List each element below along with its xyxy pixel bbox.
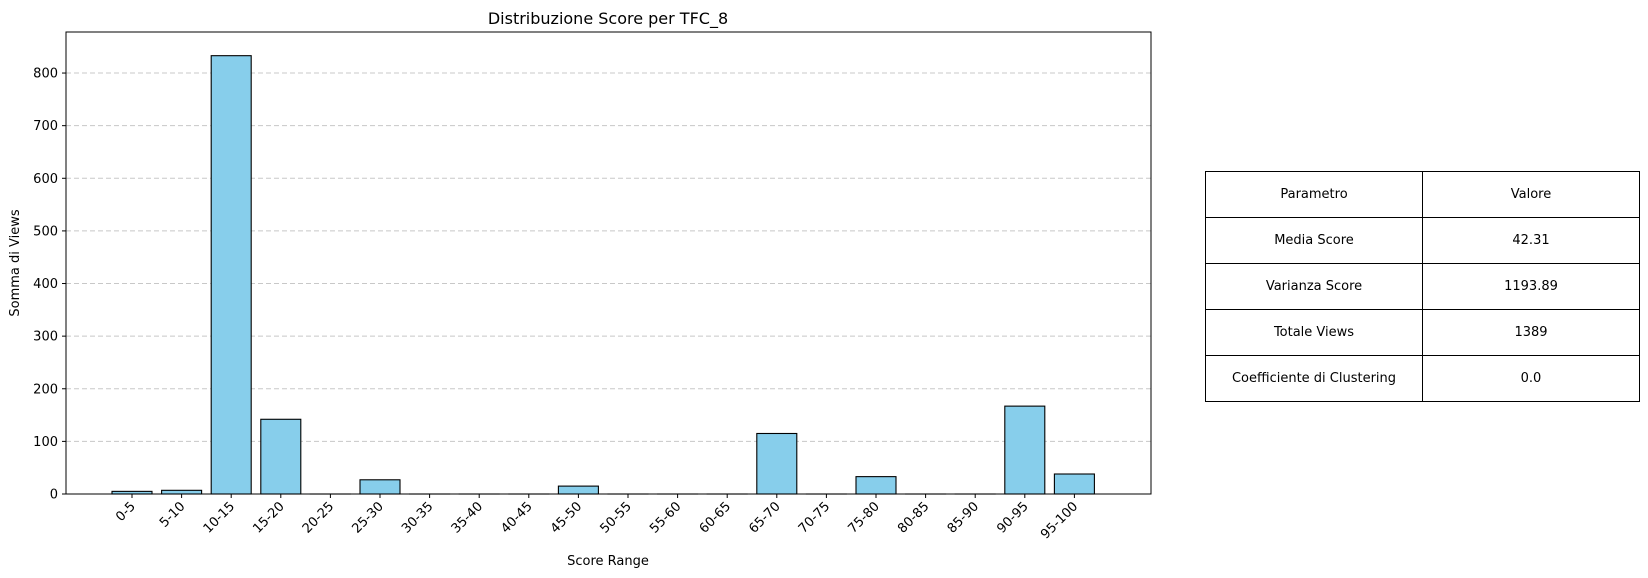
x-axis-label: Score Range xyxy=(567,554,649,569)
table-row: Varianza Score 1193.89 xyxy=(1205,263,1640,310)
y-tick-label: 800 xyxy=(33,67,58,82)
value-cell: 42.31 xyxy=(1422,217,1640,264)
x-tick-label: 25-30 xyxy=(350,499,387,536)
x-tick-label: 5-10 xyxy=(157,499,188,530)
x-tick-label: 75-80 xyxy=(846,499,883,536)
y-tick-label: 500 xyxy=(33,224,58,239)
x-tick-label: 85-90 xyxy=(945,499,982,536)
x-tick-label: 50-55 xyxy=(598,499,635,536)
y-tick-label: 200 xyxy=(33,382,58,397)
bar xyxy=(756,432,798,495)
param-cell: Totale Views xyxy=(1205,309,1423,356)
table-header-row: Parametro Valore xyxy=(1205,171,1640,218)
chart-title: Distribuzione Score per TFC_8 xyxy=(488,9,728,29)
y-tick-label: 700 xyxy=(33,119,58,134)
x-tick-label: 15-20 xyxy=(250,499,287,536)
y-tick-label: 0 xyxy=(50,488,58,503)
bars xyxy=(111,55,1095,495)
x-tick-label: 35-40 xyxy=(449,499,486,536)
x-tick-label: 10-15 xyxy=(201,499,238,536)
x-tick-label: 90-95 xyxy=(994,499,1031,536)
y-tick-label: 300 xyxy=(33,330,58,345)
bar xyxy=(1053,473,1095,495)
x-tick-label: 80-85 xyxy=(895,499,932,536)
param-cell: Varianza Score xyxy=(1205,263,1423,310)
header-value-cell: Valore xyxy=(1422,171,1640,218)
value-cell: 1389 xyxy=(1422,309,1640,356)
x-tick-label: 95-100 xyxy=(1038,499,1081,542)
table-row: Media Score 42.31 xyxy=(1205,217,1640,264)
bar xyxy=(1004,405,1046,495)
y-axis: 0 100 200 300 400 500 600 700 800 xyxy=(33,67,66,503)
bar xyxy=(161,489,203,495)
bar-chart: Distribuzione Score per TFC_8 0 100 200 300… xyxy=(8,9,1152,569)
x-tick-label: 45-50 xyxy=(548,499,585,536)
x-tick-label: 60-65 xyxy=(697,499,734,536)
value-cell: 1193.89 xyxy=(1422,263,1640,310)
x-tick-label: 70-75 xyxy=(796,499,833,536)
plot-frame xyxy=(65,31,1152,495)
value-cell: 0.0 xyxy=(1422,355,1640,402)
x-tick-label: 20-25 xyxy=(300,499,337,536)
header-param-cell: Parametro xyxy=(1205,171,1423,218)
param-cell: Coefficiente di Clustering xyxy=(1205,355,1423,402)
bar xyxy=(359,479,401,495)
table-row: Coefficiente di Clustering 0.0 xyxy=(1205,355,1640,402)
x-tick-label: 65-70 xyxy=(746,499,783,536)
y-tick-label: 100 xyxy=(33,435,58,450)
x-tick-label: 0-5 xyxy=(113,499,139,525)
bar xyxy=(855,476,897,495)
x-tick-label: 55-60 xyxy=(647,499,684,536)
y-tick-label: 400 xyxy=(33,277,58,292)
y-tick-label: 600 xyxy=(33,172,58,187)
table-row: Totale Views 1389 xyxy=(1205,309,1640,356)
x-tick-label: 30-35 xyxy=(399,499,436,536)
bar xyxy=(260,418,302,495)
x-tick-label: 40-45 xyxy=(498,499,535,536)
bar xyxy=(210,55,252,495)
x-axis: 0-5 5-10 10-15 15-20 20-25 25-30 30-35 35-40 40-… xyxy=(113,494,1081,542)
y-axis-label: Somma di Views xyxy=(8,209,23,316)
bar xyxy=(557,485,599,495)
param-cell: Media Score xyxy=(1205,217,1423,264)
stats-table: Parametro Valore Media Score 42.31 Varia… xyxy=(1205,171,1640,402)
